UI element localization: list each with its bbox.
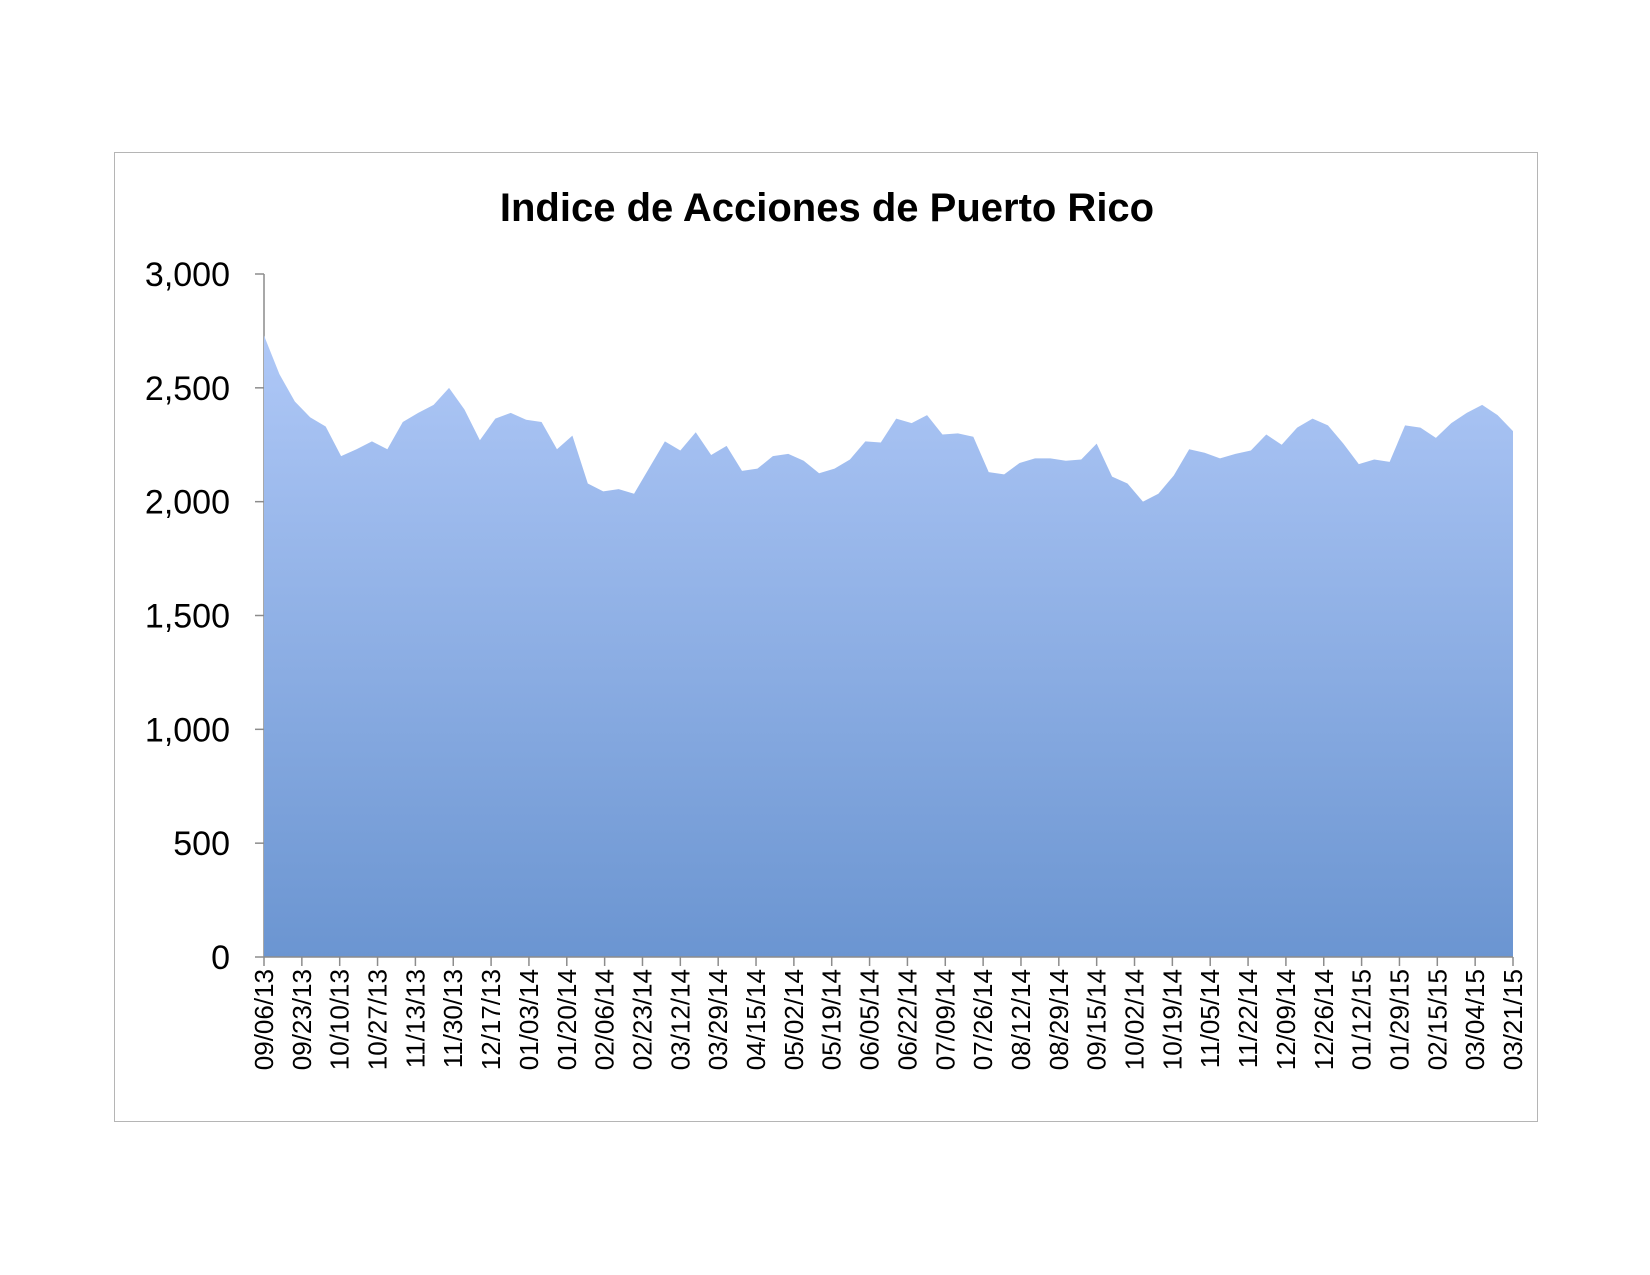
x-tick-label: 03/29/14 <box>703 969 733 1070</box>
chart-title: Indice de Acciones de Puerto Rico <box>500 186 1154 230</box>
x-tick-label: 12/09/14 <box>1271 969 1301 1070</box>
y-tick-label: 1,500 <box>145 598 230 636</box>
x-tick-label: 03/04/15 <box>1460 969 1490 1070</box>
x-tick-label: 12/17/13 <box>476 969 506 1070</box>
x-tick-label: 01/29/15 <box>1384 969 1414 1070</box>
x-tick-label: 03/12/14 <box>665 969 695 1070</box>
x-tick-label: 10/19/14 <box>1157 969 1187 1070</box>
y-axis: 0 500 1,000 1,500 2,000 2,500 3,000 <box>145 256 265 977</box>
x-tick-label: 09/15/14 <box>1082 969 1112 1070</box>
x-tick-label: 02/15/15 <box>1422 969 1452 1070</box>
x-tick-label: 01/20/14 <box>552 969 582 1070</box>
x-tick-label: 01/12/15 <box>1347 969 1377 1070</box>
x-tick-label: 07/26/14 <box>968 969 998 1070</box>
x-tick-label: 05/19/14 <box>817 969 847 1070</box>
x-tick-label: 03/21/15 <box>1498 969 1528 1070</box>
x-tick-label: 06/22/14 <box>892 969 922 1070</box>
x-tick-label: 10/27/13 <box>363 969 393 1070</box>
x-tick-label: 04/15/14 <box>741 969 771 1070</box>
area-fill <box>264 335 1513 958</box>
x-axis: 09/06/13 09/23/13 10/10/13 10/27/13 11/13/13… <box>249 956 1528 1070</box>
chart-frame: Indice de Acciones de Puerto Rico 0 500 1,… <box>114 152 1538 1122</box>
x-tick-label: 05/02/14 <box>779 969 809 1070</box>
x-tick-label: 11/05/14 <box>1195 969 1225 1068</box>
x-tick-label: 11/22/14 <box>1233 969 1263 1068</box>
x-tick-label: 09/23/13 <box>287 969 317 1070</box>
y-tick-label: 2,000 <box>145 484 230 522</box>
x-tick-label: 09/06/13 <box>249 969 279 1070</box>
y-tick-label: 0 <box>211 939 230 977</box>
x-tick-label: 11/13/13 <box>400 969 430 1068</box>
x-tick-label: 08/12/14 <box>1006 969 1036 1070</box>
area-series <box>264 335 1513 958</box>
x-tick-label: 01/03/14 <box>514 969 544 1070</box>
chart-svg: Indice de Acciones de Puerto Rico 0 500 1,… <box>145 186 1528 1070</box>
x-tick-label: 07/09/14 <box>930 969 960 1070</box>
x-tick-label: 02/23/14 <box>627 969 657 1070</box>
x-tick-label: 10/02/14 <box>1120 969 1150 1070</box>
x-tick-label: 12/26/14 <box>1309 969 1339 1070</box>
y-tick-label: 1,000 <box>145 711 230 749</box>
x-tick-label: 11/30/13 <box>438 969 468 1068</box>
x-tick-label: 10/10/13 <box>325 969 355 1070</box>
x-tick-label: 06/05/14 <box>855 969 885 1070</box>
y-tick-label: 2,500 <box>145 370 230 408</box>
y-tick-label: 500 <box>173 825 230 863</box>
x-tick-label: 08/29/14 <box>1044 969 1074 1070</box>
y-tick-label: 3,000 <box>145 256 230 294</box>
x-tick-label: 02/06/14 <box>590 969 620 1070</box>
